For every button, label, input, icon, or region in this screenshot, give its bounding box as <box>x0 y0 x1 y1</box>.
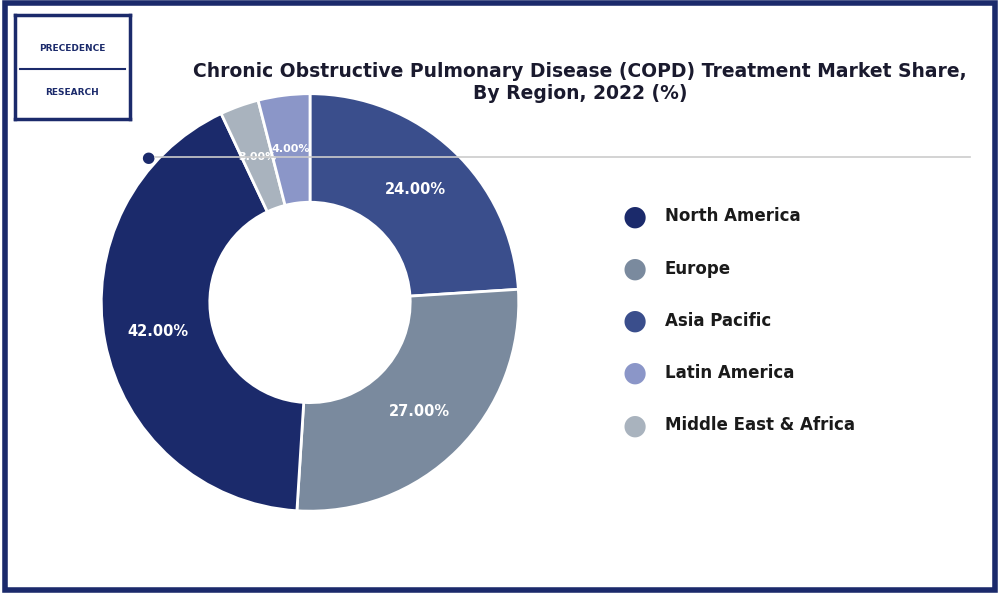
Text: Asia Pacific: Asia Pacific <box>665 312 771 330</box>
Text: 24.00%: 24.00% <box>385 182 446 197</box>
Text: ●: ● <box>623 307 647 335</box>
Text: Middle East & Africa: Middle East & Africa <box>665 416 855 434</box>
Wedge shape <box>258 94 310 205</box>
Text: Latin America: Latin America <box>665 364 794 382</box>
Text: Chronic Obstructive Pulmonary Disease (COPD) Treatment Market Share,
By Region, : Chronic Obstructive Pulmonary Disease (C… <box>193 62 967 103</box>
Wedge shape <box>101 114 304 511</box>
Text: 3.00%: 3.00% <box>239 152 277 162</box>
Text: RESEARCH: RESEARCH <box>46 88 99 97</box>
Text: 27.00%: 27.00% <box>389 404 450 419</box>
Text: ●: ● <box>623 411 647 439</box>
Wedge shape <box>310 94 518 296</box>
Text: PRECEDENCE: PRECEDENCE <box>39 43 106 53</box>
Wedge shape <box>297 289 519 511</box>
Wedge shape <box>221 100 285 212</box>
Text: 4.00%: 4.00% <box>271 144 310 154</box>
Text: ●: ● <box>623 254 647 283</box>
Text: ●: ● <box>141 149 155 165</box>
Text: ●: ● <box>623 359 647 387</box>
Text: North America: North America <box>665 208 801 225</box>
Text: 42.00%: 42.00% <box>128 324 189 339</box>
Text: ●: ● <box>623 202 647 231</box>
Text: Europe: Europe <box>665 260 731 278</box>
